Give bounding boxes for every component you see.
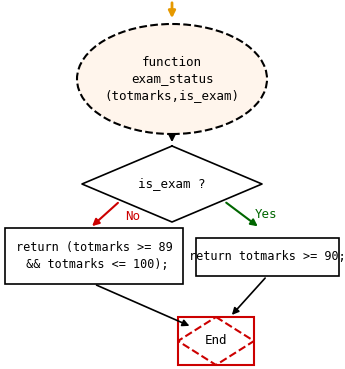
Ellipse shape [77,24,267,134]
Text: Yes: Yes [255,207,277,221]
Text: is_exam ?: is_exam ? [138,177,206,190]
Text: return (totmarks >= 89
 && totmarks <= 100);: return (totmarks >= 89 && totmarks <= 10… [16,241,172,271]
Text: function
exam_status
(totmarks,is_exam): function exam_status (totmarks,is_exam) [105,55,239,103]
FancyBboxPatch shape [196,238,339,276]
Text: return totmarks >= 90;: return totmarks >= 90; [189,251,345,263]
Polygon shape [82,146,262,222]
Polygon shape [178,317,254,365]
Text: No: No [125,210,140,223]
FancyBboxPatch shape [5,228,183,284]
Text: End: End [205,335,227,348]
